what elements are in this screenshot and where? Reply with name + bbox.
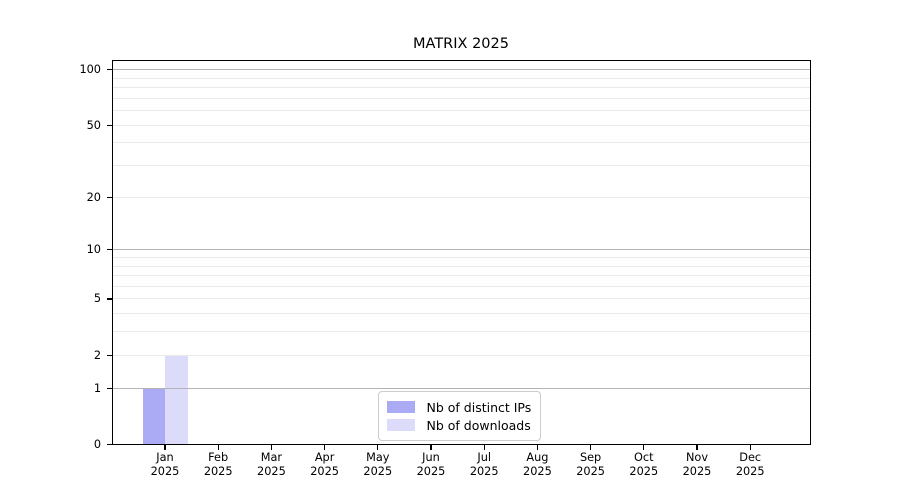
x-tick-mark-jan bbox=[164, 444, 166, 450]
y-tick-label-1: 1 bbox=[93, 381, 101, 395]
x-tick-label-jul: Jul 2025 bbox=[469, 450, 499, 478]
gridline-minor-y70 bbox=[111, 97, 811, 99]
x-tick-mark-jun bbox=[430, 444, 432, 450]
y-tick-label-10: 10 bbox=[86, 243, 101, 257]
x-tick-mark-aug bbox=[536, 444, 539, 450]
x-tick-mark-oct bbox=[643, 444, 645, 450]
x-tick-label-feb: Feb 2025 bbox=[203, 450, 233, 478]
bar-nb-of-distinct-ips-jan bbox=[142, 388, 165, 445]
gridline-major-y1 bbox=[111, 387, 811, 389]
x-tick-label-jun: Jun 2025 bbox=[416, 450, 446, 478]
x-tick-label-nov: Nov 2025 bbox=[682, 450, 712, 478]
x-tick-label-dec: Dec 2025 bbox=[735, 450, 765, 478]
legend-label: Nb of downloads bbox=[426, 417, 531, 433]
legend-label: Nb of distinct IPs bbox=[426, 399, 532, 415]
y-tick-mark-50 bbox=[106, 124, 112, 126]
gridline-minor-y7 bbox=[111, 275, 811, 277]
y-tick-label-20: 20 bbox=[86, 190, 101, 204]
y-tick-label-100: 100 bbox=[79, 63, 101, 77]
x-tick-label-mar: Mar 2025 bbox=[257, 450, 286, 478]
legend-swatch-icon bbox=[386, 419, 415, 431]
gridline-minor-y8 bbox=[111, 265, 811, 267]
gridline-minor-y90 bbox=[111, 77, 811, 79]
gridline-minor-y60 bbox=[111, 110, 811, 112]
gridline-minor-y4 bbox=[111, 313, 811, 315]
x-tick-mark-sep bbox=[589, 444, 592, 450]
x-tick-mark-dec bbox=[749, 444, 751, 450]
y-tick-label-50: 50 bbox=[86, 118, 101, 132]
gridline-major-y100 bbox=[111, 69, 811, 71]
x-tick-label-jan: Jan 2025 bbox=[150, 450, 180, 478]
legend: Nb of distinct IPs Nb of downloads bbox=[377, 391, 542, 441]
legend-swatch-icon bbox=[386, 401, 415, 413]
x-tick-label-may: May 2025 bbox=[363, 450, 393, 478]
x-tick-mark-jul bbox=[483, 444, 485, 450]
gridline-minor-y20 bbox=[111, 196, 811, 198]
gridline-minor-y3 bbox=[111, 331, 811, 333]
x-tick-label-aug: Aug 2025 bbox=[523, 450, 552, 478]
x-tick-mark-may bbox=[377, 444, 379, 450]
x-tick-mark-feb bbox=[217, 444, 219, 450]
x-tick-label-oct: Oct 2025 bbox=[629, 450, 659, 478]
gridline-major-y10 bbox=[111, 249, 811, 251]
x-tick-mark-nov bbox=[696, 444, 698, 450]
y-tick-mark-20 bbox=[106, 196, 112, 198]
x-tick-mark-mar bbox=[270, 444, 273, 450]
plot-area: Nb of distinct IPs Nb of downloads bbox=[111, 60, 811, 445]
gridline-minor-y50 bbox=[111, 124, 811, 126]
y-tick-mark-100 bbox=[106, 69, 112, 71]
chart-title: MATRIX 2025 bbox=[413, 36, 509, 52]
y-tick-label-5: 5 bbox=[93, 292, 101, 306]
gridline-minor-y30 bbox=[111, 165, 811, 167]
legend-row-nb-of-downloads: Nb of downloads bbox=[386, 416, 532, 434]
gridline-minor-y2 bbox=[111, 354, 811, 356]
bar-nb-of-downloads-jan bbox=[165, 355, 188, 445]
y-tick-mark-1 bbox=[106, 387, 112, 389]
legend-row-nb-of-distinct-ips: Nb of distinct IPs bbox=[386, 398, 532, 416]
y-tick-mark-5 bbox=[106, 298, 112, 300]
y-tick-mark-2 bbox=[106, 354, 112, 356]
y-tick-mark-0 bbox=[106, 443, 112, 446]
gridline-minor-y80 bbox=[111, 87, 811, 89]
gridline-minor-y6 bbox=[111, 285, 811, 287]
gridline-minor-y5 bbox=[111, 298, 811, 300]
x-tick-label-sep: Sep 2025 bbox=[576, 450, 605, 478]
gridline-minor-y40 bbox=[111, 142, 811, 144]
gridline-minor-y9 bbox=[111, 257, 811, 258]
y-tick-mark-10 bbox=[106, 249, 112, 251]
y-tick-label-2: 2 bbox=[93, 348, 101, 362]
x-tick-label-apr: Apr 2025 bbox=[310, 450, 339, 478]
x-tick-mark-apr bbox=[323, 444, 326, 450]
y-tick-label-0: 0 bbox=[93, 438, 101, 451]
